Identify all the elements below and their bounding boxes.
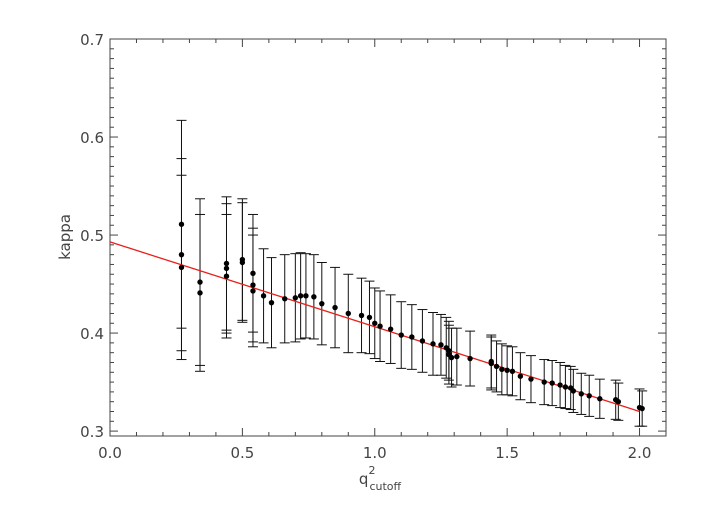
data-point [268, 299, 275, 306]
data-point [319, 300, 325, 307]
data-point [197, 279, 203, 285]
data-point [448, 354, 455, 361]
y-tick-label: 0.6 [80, 129, 104, 147]
data-point [615, 398, 622, 405]
y-tick-label: 0.5 [80, 227, 104, 245]
data-point [303, 293, 309, 299]
data-point [311, 294, 317, 300]
data-point [438, 342, 444, 348]
plot-frame [109, 38, 667, 437]
x-axis-label-superscript: 2 [368, 464, 375, 477]
data-point [387, 326, 394, 332]
data-point [366, 314, 373, 321]
ticks-layer: 0.0 0.5 1.0 1.5 2.0 0.3 0.4 0.5 0.6 0.7 [80, 31, 666, 462]
data-point [282, 296, 288, 302]
data-point [488, 360, 494, 367]
y-tick-label: 0.3 [80, 423, 104, 441]
data-point [398, 332, 404, 338]
data-point [358, 312, 365, 319]
data-point [557, 382, 563, 388]
x-tick-label: 1.5 [495, 444, 519, 462]
data-point [223, 265, 230, 272]
data-point [446, 348, 452, 354]
data-point [239, 259, 246, 266]
data-point [223, 260, 230, 267]
data-point [297, 293, 304, 299]
data-point [639, 405, 645, 412]
y-tick-label: 0.4 [80, 325, 104, 343]
data-point [467, 355, 473, 362]
data-point [250, 270, 256, 276]
data-point [578, 391, 584, 397]
data-point [292, 295, 299, 301]
x-tick-label: 0.5 [230, 444, 254, 462]
data-point [178, 221, 185, 227]
data-point [260, 293, 267, 299]
data-point [377, 323, 383, 329]
x-tick-label: 0.0 [98, 444, 122, 462]
data-point [570, 388, 577, 394]
data-point [178, 251, 185, 258]
data-point [430, 341, 436, 347]
y-tick-label: 0.7 [80, 31, 104, 49]
data-point [549, 380, 555, 386]
data-point [586, 393, 592, 399]
data-point [504, 367, 510, 374]
data-point [528, 376, 534, 382]
x-axis-label: q2 cutoff [359, 464, 402, 493]
data-point [250, 288, 256, 294]
data-point [499, 366, 505, 373]
data-point [562, 384, 569, 390]
data-point [178, 264, 185, 271]
data-point [332, 304, 338, 311]
data-point [345, 310, 351, 317]
data-point [493, 363, 500, 370]
data-point [517, 373, 524, 379]
data-point [509, 368, 516, 375]
data-point [197, 290, 203, 296]
data-points-layer [178, 221, 645, 412]
x-axis-label-subscript: cutoff [369, 480, 401, 493]
data-point [541, 379, 547, 385]
x-tick-label: 1.0 [363, 444, 387, 462]
x-tick-label: 2.0 [628, 444, 652, 462]
data-point [597, 396, 603, 402]
data-point [372, 320, 378, 326]
x-axis-label-base: q [359, 470, 369, 488]
data-point [223, 273, 230, 279]
y-axis-label: kappa [56, 214, 74, 260]
error-bars-layer [176, 119, 648, 427]
data-point [250, 282, 256, 288]
data-point [454, 353, 460, 360]
data-point [409, 334, 415, 340]
data-point [419, 338, 426, 344]
